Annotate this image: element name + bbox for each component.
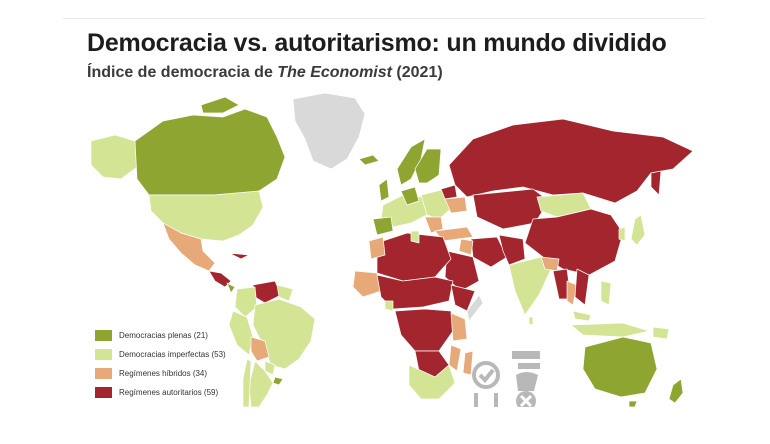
region-west-africa [352, 270, 382, 298]
region-east-africa [450, 312, 468, 342]
region-iceland [358, 154, 380, 166]
region-australia [582, 336, 658, 398]
region-alaska [90, 134, 138, 180]
legend-item-flawed-democracy: Democracias imperfectas (53) [95, 345, 226, 364]
region-sweden-finland [414, 148, 442, 184]
legend-label: Regímenes autoritarios (59) [119, 388, 219, 397]
subtitle-publication: The Economist [277, 64, 392, 81]
region-korea [618, 226, 626, 242]
region-tasmania [628, 400, 638, 407]
region-thailand [566, 280, 578, 306]
region-bolivia [250, 336, 270, 362]
region-cuba [228, 252, 250, 260]
page-title: Democracia vs. autoritarismo: un mundo d… [87, 29, 667, 57]
region-central-africa [394, 308, 454, 352]
legend-swatch [95, 368, 112, 379]
region-uk [378, 178, 390, 202]
vote-check-icon [472, 351, 540, 407]
region-balkans [424, 216, 444, 234]
region-russia [448, 118, 694, 204]
map-legend: Democracias plenas (21) Democracias impe… [95, 326, 226, 402]
region-paraguay [264, 360, 276, 376]
legend-label: Democracias plenas (21) [119, 331, 208, 340]
region-japan [630, 214, 646, 246]
region-canada [134, 108, 286, 196]
region-ukraine [444, 196, 468, 214]
legend-item-hybrid-regime: Regímenes híbridos (34) [95, 364, 226, 383]
region-somalia [466, 294, 484, 322]
region-ghana [384, 300, 394, 312]
legend-item-authoritarian-regime: Regímenes autoritarios (59) [95, 383, 226, 402]
region-germany [400, 186, 420, 206]
legend-label: Regímenes híbridos (34) [119, 369, 208, 378]
legend-label: Democracias imperfectas (53) [119, 350, 226, 359]
region-png [652, 326, 670, 340]
region-indonesia [570, 322, 650, 338]
world-map [90, 92, 694, 407]
region-mexico [162, 222, 216, 272]
slide: Democracia vs. autoritarismo: un mundo d… [63, 18, 705, 407]
region-madagascar [462, 350, 474, 376]
region-kamchatka [650, 170, 662, 196]
region-mozambique [448, 344, 462, 372]
region-colombia [234, 286, 258, 318]
region-sri-lanka [528, 316, 534, 326]
page-subtitle: Índice de democracia de The Economist (2… [87, 64, 443, 82]
region-belarus [440, 184, 458, 200]
subtitle-year: (2021) [391, 64, 443, 81]
region-greenland [292, 92, 366, 170]
region-usa [148, 190, 264, 242]
region-morocco [368, 236, 386, 260]
subtitle-text: Índice de democracia de [87, 64, 278, 81]
region-chile [242, 358, 252, 407]
region-guianas [276, 284, 294, 302]
legend-swatch [95, 349, 112, 360]
ballot-box-icon [516, 372, 538, 391]
region-uruguay [272, 376, 284, 386]
legend-swatch [95, 330, 112, 341]
region-brazil [252, 298, 316, 370]
region-iraq [458, 238, 474, 256]
region-southern-africa [408, 364, 456, 400]
region-canada-islands [200, 96, 240, 114]
region-malaysia [572, 310, 592, 322]
region-afghanistan-pakistan [498, 234, 526, 266]
region-new-zealand [668, 378, 684, 404]
region-peru [228, 310, 254, 356]
legend-item-full-democracy: Democracias plenas (21) [95, 326, 226, 345]
region-tunisia [410, 230, 420, 244]
region-costa-rica [226, 282, 236, 294]
region-vietnam-laos [574, 268, 590, 306]
region-iran [470, 236, 508, 268]
legend-swatch [95, 387, 112, 398]
region-saudi [444, 250, 480, 292]
region-philippines [600, 280, 612, 306]
region-spain [372, 216, 394, 236]
